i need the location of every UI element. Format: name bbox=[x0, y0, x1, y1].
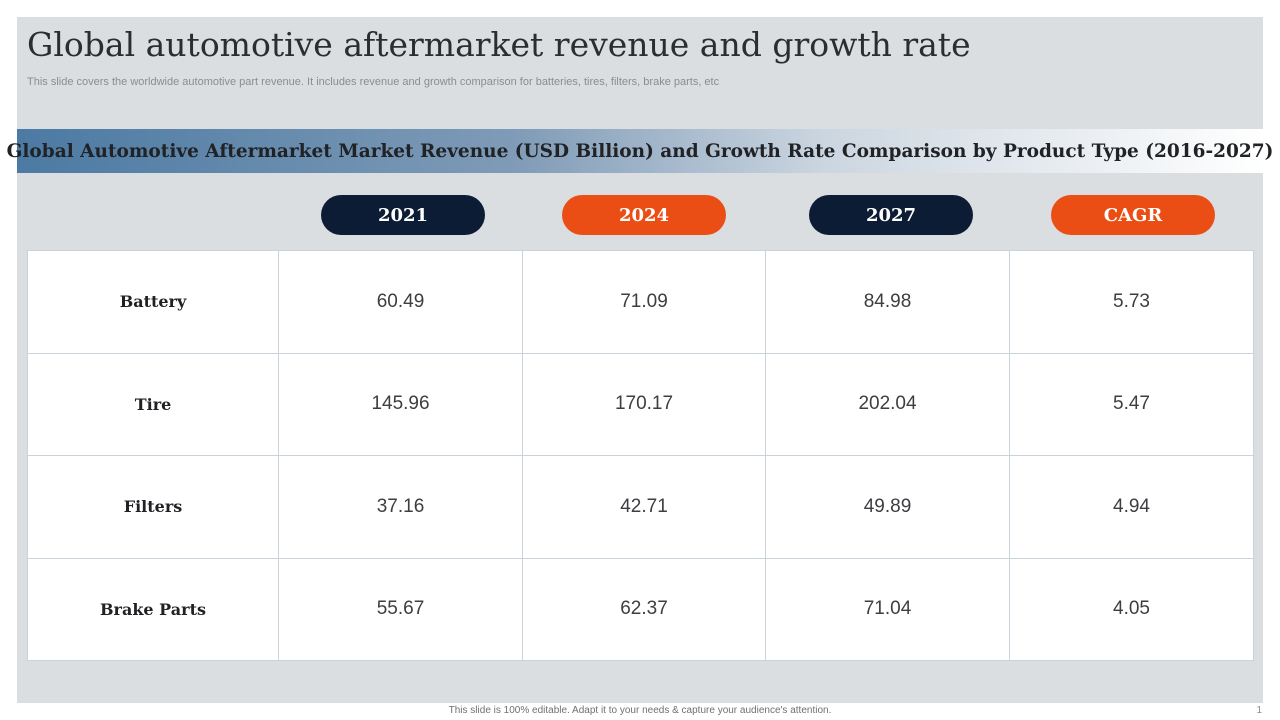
table-cell: 84.98 bbox=[765, 250, 1010, 354]
row-label: Brake Parts bbox=[27, 557, 279, 661]
table-row-tire: Tire 145.96 170.17 202.04 5.47 bbox=[27, 352, 1254, 456]
table-cell: 71.04 bbox=[765, 557, 1010, 661]
table-cell: 5.47 bbox=[1009, 352, 1254, 456]
table-cell: 42.71 bbox=[522, 455, 766, 559]
table-cell: 5.73 bbox=[1009, 250, 1254, 354]
row-label: Battery bbox=[27, 250, 279, 354]
slide: Global automotive aftermarket revenue an… bbox=[7, 17, 1273, 703]
banner-title: Global Automotive Aftermarket Market Rev… bbox=[6, 140, 1274, 162]
page-subtitle: This slide covers the worldwide automoti… bbox=[27, 76, 720, 88]
column-header-cagr: CAGR bbox=[1051, 195, 1215, 235]
table-cell: 60.49 bbox=[278, 250, 523, 354]
table-cell: 145.96 bbox=[278, 352, 523, 456]
table-row-battery: Battery 60.49 71.09 84.98 5.73 bbox=[27, 250, 1254, 354]
table-cell: 71.09 bbox=[522, 250, 766, 354]
column-header-2027: 2027 bbox=[809, 195, 973, 235]
table-cell: 170.17 bbox=[522, 352, 766, 456]
column-header-2021: 2021 bbox=[321, 195, 485, 235]
data-table: Battery 60.49 71.09 84.98 5.73 Tire 145.… bbox=[27, 250, 1254, 661]
column-header-label: CAGR bbox=[1103, 204, 1163, 226]
table-cell: 202.04 bbox=[765, 352, 1010, 456]
table-banner: Global Automotive Aftermarket Market Rev… bbox=[7, 129, 1273, 173]
row-label: Tire bbox=[27, 352, 279, 456]
column-header-2024: 2024 bbox=[562, 195, 726, 235]
table-cell: 62.37 bbox=[522, 557, 766, 661]
column-header-label: 2021 bbox=[377, 204, 429, 226]
table-cell: 49.89 bbox=[765, 455, 1010, 559]
table-row-filters: Filters 37.16 42.71 49.89 4.94 bbox=[27, 455, 1254, 559]
page-number: 1 bbox=[1256, 705, 1262, 716]
column-header-label: 2024 bbox=[618, 204, 670, 226]
column-header-label: 2027 bbox=[865, 204, 917, 226]
table-cell: 37.16 bbox=[278, 455, 523, 559]
page-title: Global automotive aftermarket revenue an… bbox=[27, 25, 971, 64]
row-label: Filters bbox=[27, 455, 279, 559]
table-row-brake-parts: Brake Parts 55.67 62.37 71.04 4.05 bbox=[27, 557, 1254, 661]
table-cell: 4.05 bbox=[1009, 557, 1254, 661]
footer-note: This slide is 100% editable. Adapt it to… bbox=[448, 705, 832, 716]
table-cell: 4.94 bbox=[1009, 455, 1254, 559]
table-cell: 55.67 bbox=[278, 557, 523, 661]
